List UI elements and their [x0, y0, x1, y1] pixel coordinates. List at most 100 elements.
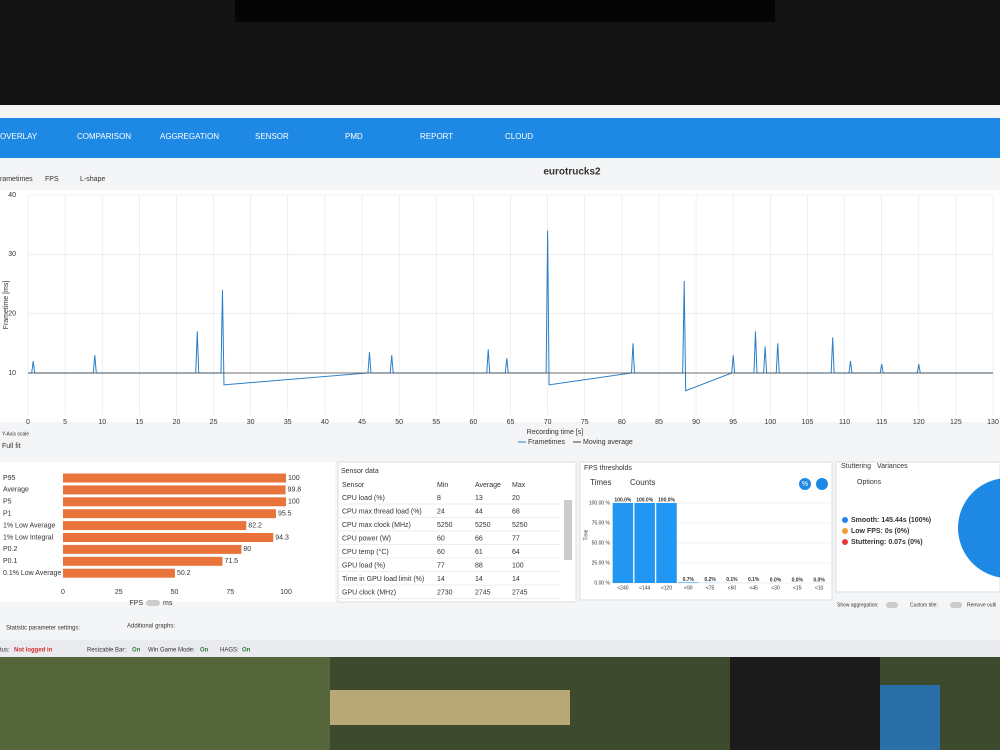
- y-tick-label: 100.00 %: [589, 500, 611, 506]
- bar: [63, 497, 286, 507]
- bar: [63, 533, 274, 542]
- bar-category: P5: [3, 499, 12, 506]
- table-cell: 20: [512, 495, 520, 502]
- tab: Times: [590, 478, 611, 487]
- x-tick-label: <90: [684, 585, 693, 591]
- x-tick-label: 75: [226, 589, 234, 596]
- x-tick-label: 55: [432, 419, 440, 426]
- y-axis-label: Time: [583, 529, 589, 540]
- bar: [63, 485, 286, 495]
- sub-tab: L-shape: [80, 176, 105, 183]
- nav-tab: AGGREGATION: [160, 132, 219, 141]
- legend-dot: [842, 539, 848, 545]
- x-tick-label: 25: [210, 419, 218, 426]
- status-text: Not logged in: [14, 648, 53, 654]
- x-tick-label: 35: [284, 419, 292, 426]
- bar-value-label: 0.1%: [748, 577, 760, 583]
- monitor-top: [235, 0, 775, 22]
- bar-category: P95: [3, 475, 16, 482]
- table-cell: 14: [475, 576, 483, 583]
- table-header: Min: [437, 482, 448, 489]
- x-tick-label: 15: [135, 419, 143, 426]
- table-cell: 14: [512, 576, 520, 583]
- table-header: Max: [512, 482, 526, 489]
- x-tick-label: 30: [247, 419, 255, 426]
- stand: [730, 645, 880, 750]
- bar: [63, 521, 247, 531]
- bar: [63, 473, 286, 483]
- sub-tab: rametimes: [0, 176, 33, 183]
- table-cell: Time in GPU load limit (%): [342, 576, 424, 583]
- bar-value-label: 100.0%: [614, 497, 632, 503]
- x-tick-label: 75: [581, 419, 589, 426]
- bar-value-label: 71.5: [224, 558, 238, 565]
- bar-value-label: 50.2: [177, 570, 191, 577]
- nav-tab: CLOUD: [505, 132, 533, 141]
- bar: [678, 582, 699, 583]
- table-cell: 77: [437, 562, 445, 569]
- bar-value-label: 100: [288, 475, 300, 482]
- bar: [612, 503, 634, 583]
- legend-dot: [842, 528, 848, 534]
- bar-value-label: 94.3: [275, 534, 289, 541]
- x-tick-label: 100: [280, 589, 292, 596]
- status-text: On: [200, 648, 209, 654]
- x-axis-label: Recording time [s]: [527, 429, 583, 436]
- table-cell: GPU load (%): [342, 562, 385, 569]
- y-tick-label: 0.00 %: [594, 580, 610, 586]
- table-cell: 68: [512, 508, 520, 515]
- table-cell: 14: [437, 576, 445, 583]
- x-tick-label: 120: [913, 419, 925, 426]
- table-cell: 60: [437, 535, 445, 542]
- x-tick-label: <30: [771, 585, 780, 591]
- percent-button[interactable]: [799, 478, 811, 490]
- bar: [63, 544, 242, 554]
- nav-tab: COMPARISON: [77, 132, 131, 141]
- y-tick-label: 30: [8, 251, 16, 258]
- table-cell: 66: [475, 535, 483, 542]
- legend-label: Low FPS: 0s (0%): [851, 528, 909, 535]
- x-tick-label: 10: [98, 419, 106, 426]
- status-text: tus:: [0, 648, 10, 654]
- x-tick-label: 130: [987, 419, 999, 426]
- nav-tab: REPORT: [420, 132, 453, 141]
- bar-value-label: 100.0%: [658, 497, 676, 503]
- table-cell: 5250: [512, 522, 528, 529]
- bar-category: P0.1: [3, 558, 18, 565]
- x-tick-label: 20: [173, 419, 181, 426]
- bar-value-label: 0.1%: [726, 577, 738, 583]
- table-header: Sensor: [342, 482, 365, 489]
- x-tick-label: <144: [639, 585, 650, 591]
- options: Options: [857, 479, 882, 486]
- unit-toggle[interactable]: [146, 600, 160, 606]
- toggle[interactable]: [950, 602, 962, 608]
- table-cell: 60: [437, 549, 445, 556]
- table-cell: CPU load (%): [342, 495, 385, 502]
- x-tick-label: 70: [544, 419, 552, 426]
- sensor-panel: [337, 461, 577, 603]
- y-tick-label: 20: [8, 310, 16, 317]
- bar-value-label: 0.0%: [792, 577, 804, 583]
- toggle[interactable]: [886, 602, 898, 608]
- back-button[interactable]: [816, 478, 828, 490]
- x-tick-label: 45: [358, 419, 366, 426]
- table-cell: CPU power (W): [342, 535, 391, 542]
- y-axis-label: Frametime [ms]: [3, 281, 10, 330]
- nav-tab: OVERLAY: [0, 132, 38, 141]
- bar-value-label: 82.2: [248, 522, 262, 529]
- x-tick-label: 40: [321, 419, 329, 426]
- setting-label: Remove outli: [967, 602, 996, 608]
- panel-title: FPS thresholds: [584, 465, 632, 472]
- bar: [63, 509, 276, 519]
- x-tick-label: <15: [793, 585, 802, 591]
- x-tick-label: 110: [839, 419, 850, 426]
- table-cell: 24: [437, 508, 445, 515]
- table-cell: CPU max thread load (%): [342, 508, 422, 515]
- x-tick-label: 115: [876, 419, 887, 426]
- y-tick-label: 25.00 %: [592, 560, 611, 566]
- y-tick-label: 40: [8, 192, 16, 199]
- table-cell: 2730: [437, 589, 453, 596]
- percent-label: %: [802, 481, 808, 488]
